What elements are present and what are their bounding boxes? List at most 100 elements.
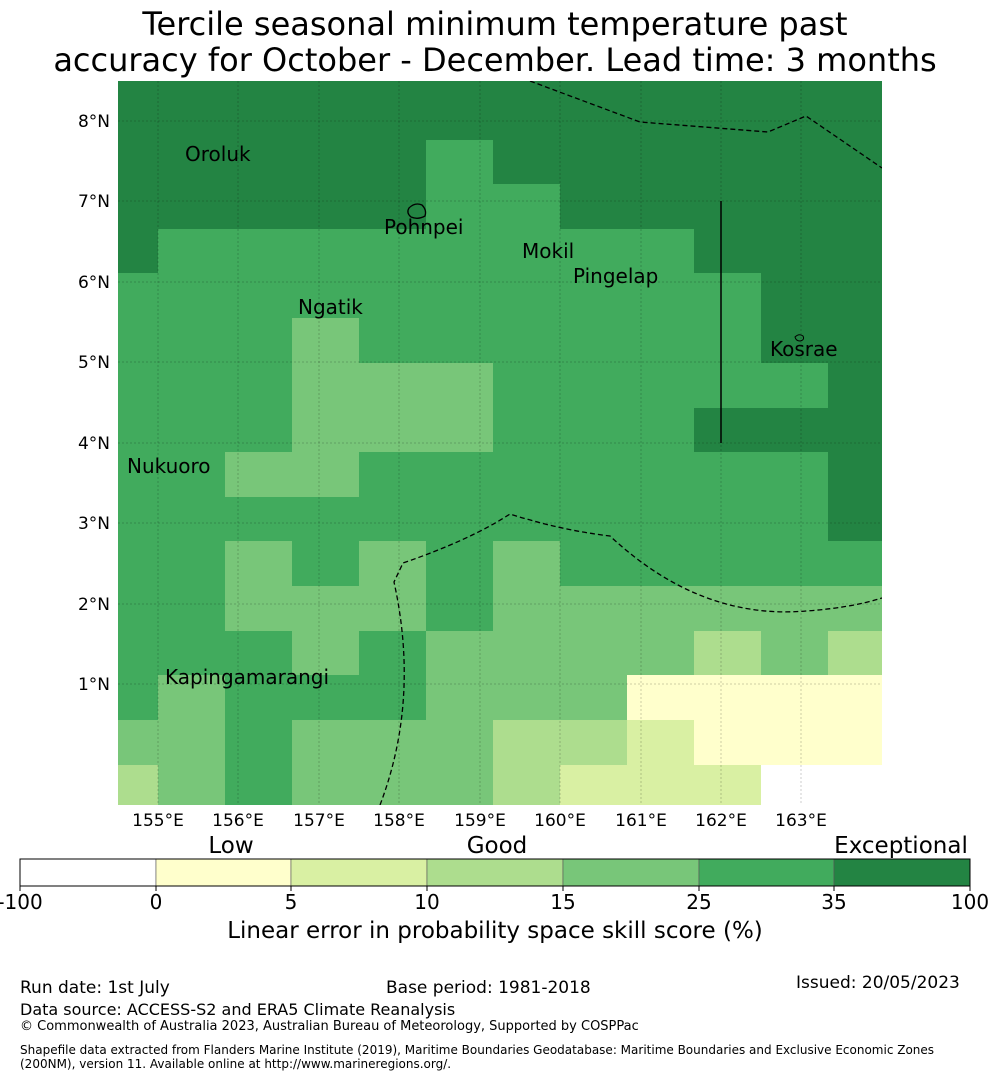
skill-cell (627, 675, 695, 721)
skill-cell (694, 452, 762, 498)
colorbar-tick-label: 0 (150, 890, 163, 914)
latitude-label: 8°N (78, 112, 110, 132)
skill-cell (560, 452, 628, 498)
skill-cell (225, 408, 293, 453)
skill-cell (493, 184, 561, 230)
skill-cell (426, 541, 494, 587)
longitude-label: 160°E (534, 811, 586, 831)
skill-cell (828, 765, 882, 805)
colorbar-swatch (833, 858, 971, 887)
skill-cell (694, 631, 762, 676)
skill-grid (118, 81, 882, 805)
colorbar-tick-label: 25 (686, 890, 711, 914)
skill-cell (225, 497, 293, 542)
skill-cell (493, 363, 561, 409)
skill-cell (158, 318, 226, 364)
longitude-label: 157°E (293, 811, 345, 831)
longitude-label: 156°E (212, 811, 264, 831)
skill-cell (225, 675, 293, 721)
skill-cell (118, 229, 159, 274)
skill-cell (158, 452, 226, 498)
skill-cell (359, 631, 427, 676)
skill-cell (627, 363, 695, 409)
skill-cell (158, 363, 226, 409)
skill-cell (560, 363, 628, 409)
skill-cell (828, 318, 882, 364)
shapefile-credit-1: Shapefile data extracted from Flanders M… (20, 1043, 935, 1057)
skill-cell (761, 631, 829, 676)
skill-cell (627, 81, 695, 141)
place-label: Pingelap (573, 264, 658, 288)
issued-date: Issued: 20/05/2023 (796, 973, 960, 993)
longitude-label: 162°E (695, 811, 747, 831)
skill-cell (828, 631, 882, 676)
skill-cell (761, 586, 829, 632)
skill-cell (359, 541, 427, 587)
skill-cell (560, 184, 628, 230)
skill-cell (560, 497, 628, 542)
skill-cell (694, 408, 762, 453)
skill-cell (560, 229, 628, 274)
skill-cell (225, 318, 293, 364)
colorbar-swatch (19, 858, 157, 887)
latitude-label: 1°N (78, 675, 110, 695)
place-label: Kapingamarangi (165, 665, 329, 689)
skill-cell (560, 586, 628, 632)
place-label: Oroluk (185, 142, 251, 166)
skill-cell (426, 140, 494, 185)
skill-cell (828, 273, 882, 319)
skill-cell (359, 720, 427, 766)
skill-cell (158, 229, 226, 274)
kosrae-island-shape (794, 334, 805, 342)
skill-cell (292, 140, 360, 185)
skill-cell (560, 318, 628, 364)
skill-cell (359, 586, 427, 632)
skill-cell (225, 140, 293, 185)
skill-cell (694, 675, 762, 721)
latitude-label: 2°N (78, 595, 110, 615)
skill-cell (118, 363, 159, 409)
skill-cell (694, 497, 762, 542)
skill-cell (158, 184, 226, 230)
skill-cell (627, 140, 695, 185)
skill-cell (118, 140, 159, 185)
skill-cell (359, 273, 427, 319)
colorbar-swatch (155, 858, 292, 887)
skill-cell (627, 586, 695, 632)
place-label: Pohnpei (384, 215, 464, 239)
skill-cell (225, 81, 293, 141)
skill-cell (158, 81, 226, 141)
skill-cell (359, 765, 427, 805)
colorbar: -100 0 5 10 15 25 35 100 Low Good Exceptional (0, 833, 989, 914)
skill-cell (761, 273, 829, 319)
skill-cell (694, 765, 762, 805)
skill-cell (761, 541, 829, 587)
skill-cell (493, 765, 561, 805)
skill-cell (828, 720, 882, 766)
latitude-label: 6°N (78, 273, 110, 293)
skill-cell (158, 140, 226, 185)
skill-cell (225, 452, 293, 498)
skill-cell (694, 273, 762, 319)
skill-cell (292, 765, 360, 805)
skill-cell (560, 765, 628, 805)
skill-cell (292, 497, 360, 542)
place-label: Kosrae (770, 337, 838, 361)
skill-cell (627, 631, 695, 676)
skill-cell (694, 720, 762, 766)
skill-cell (627, 765, 695, 805)
skill-cell (694, 81, 762, 141)
skill-cell (493, 81, 561, 141)
skill-cell (560, 81, 628, 141)
skill-cell (493, 140, 561, 185)
skill-cell (627, 497, 695, 542)
skill-cell (118, 408, 159, 453)
colorbar-category-label: Good (467, 833, 528, 859)
skill-cell (359, 363, 427, 409)
skill-cell (761, 408, 829, 453)
skill-cell (225, 363, 293, 409)
longitude-label: 159°E (454, 811, 506, 831)
skill-cell (828, 452, 882, 498)
colorbar-swatch (290, 858, 428, 887)
skill-cell (292, 720, 360, 766)
